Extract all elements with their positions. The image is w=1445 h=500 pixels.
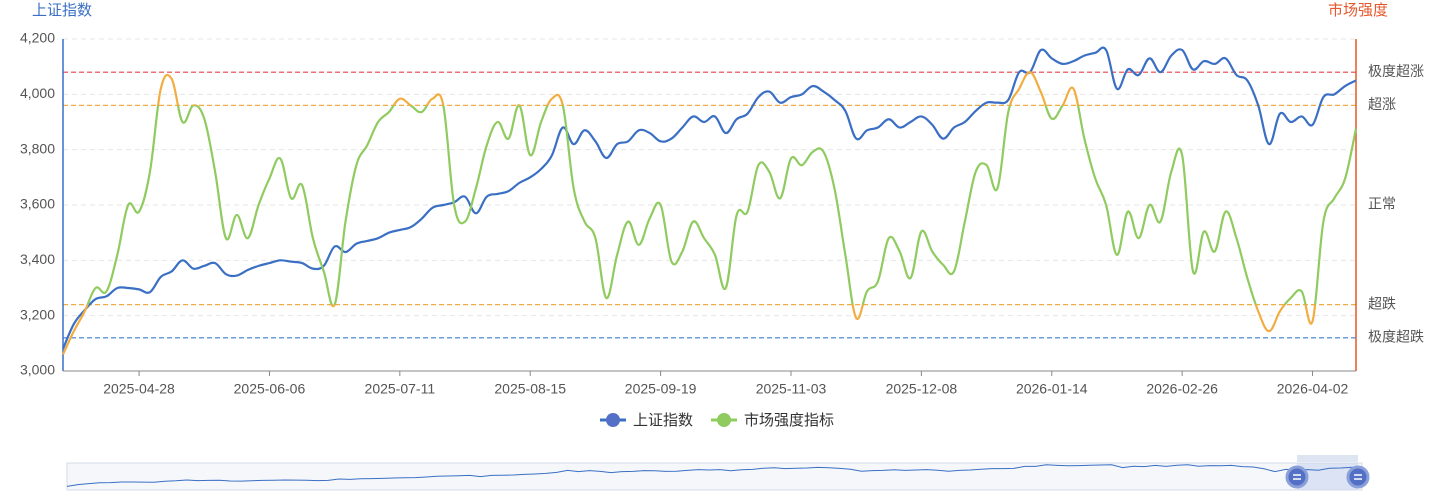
- zoom-track[interactable]: [66, 462, 1363, 491]
- x-tick-label: 2025-06-06: [234, 381, 306, 397]
- legend-dot: [606, 413, 620, 427]
- zoom-bar[interactable]: [1297, 455, 1358, 462]
- zoom-handle[interactable]: [1285, 465, 1309, 489]
- x-tick-label: 2026-04-02: [1277, 381, 1349, 397]
- x-tick-label: 2025-12-08: [886, 381, 958, 397]
- y-axis-title: 上证指数: [32, 2, 92, 19]
- y-tick-label: 4,000: [20, 85, 55, 101]
- zoom-handle-grip: [1293, 474, 1301, 480]
- y-tick-label: 3,400: [20, 251, 55, 267]
- x-tick-label: 2025-08-15: [494, 381, 566, 397]
- legend-label[interactable]: 市场强度指标: [744, 412, 834, 429]
- legend-label[interactable]: 上证指数: [633, 412, 693, 429]
- y-tick-label: 3,600: [20, 196, 55, 212]
- legend-dot: [717, 413, 732, 427]
- x-tick-label: 2025-04-28: [103, 381, 175, 397]
- x-tick-label: 2026-01-14: [1016, 381, 1088, 397]
- y2-tick-label: 极度超跌: [1368, 329, 1424, 345]
- x-tick-label: 2025-07-11: [365, 381, 436, 397]
- series-line: [61, 46, 1357, 350]
- y2-axis-title: 市场强度: [1328, 2, 1388, 19]
- y2-tick-label: 极度超涨: [1368, 63, 1424, 79]
- y2-tick-label: 超跌: [1368, 295, 1396, 311]
- x-tick-label: 2025-11-03: [756, 381, 827, 397]
- y-tick-label: 4,200: [20, 30, 55, 46]
- y2-tick-label: 超涨: [1368, 96, 1396, 112]
- x-tick-label: 2026-02-26: [1146, 381, 1218, 397]
- zoom-handle-grip: [1354, 474, 1362, 480]
- zoom-preview: [66, 464, 1363, 487]
- series-line: [62, 71, 1358, 355]
- y2-tick-label: 正常: [1368, 196, 1396, 212]
- zoom-handle[interactable]: [1346, 465, 1370, 489]
- x-tick-label: 2025-09-19: [625, 381, 697, 397]
- y-tick-label: 3,800: [20, 140, 55, 156]
- y-tick-label: 3,000: [20, 362, 55, 378]
- y-tick-label: 3,200: [20, 306, 55, 322]
